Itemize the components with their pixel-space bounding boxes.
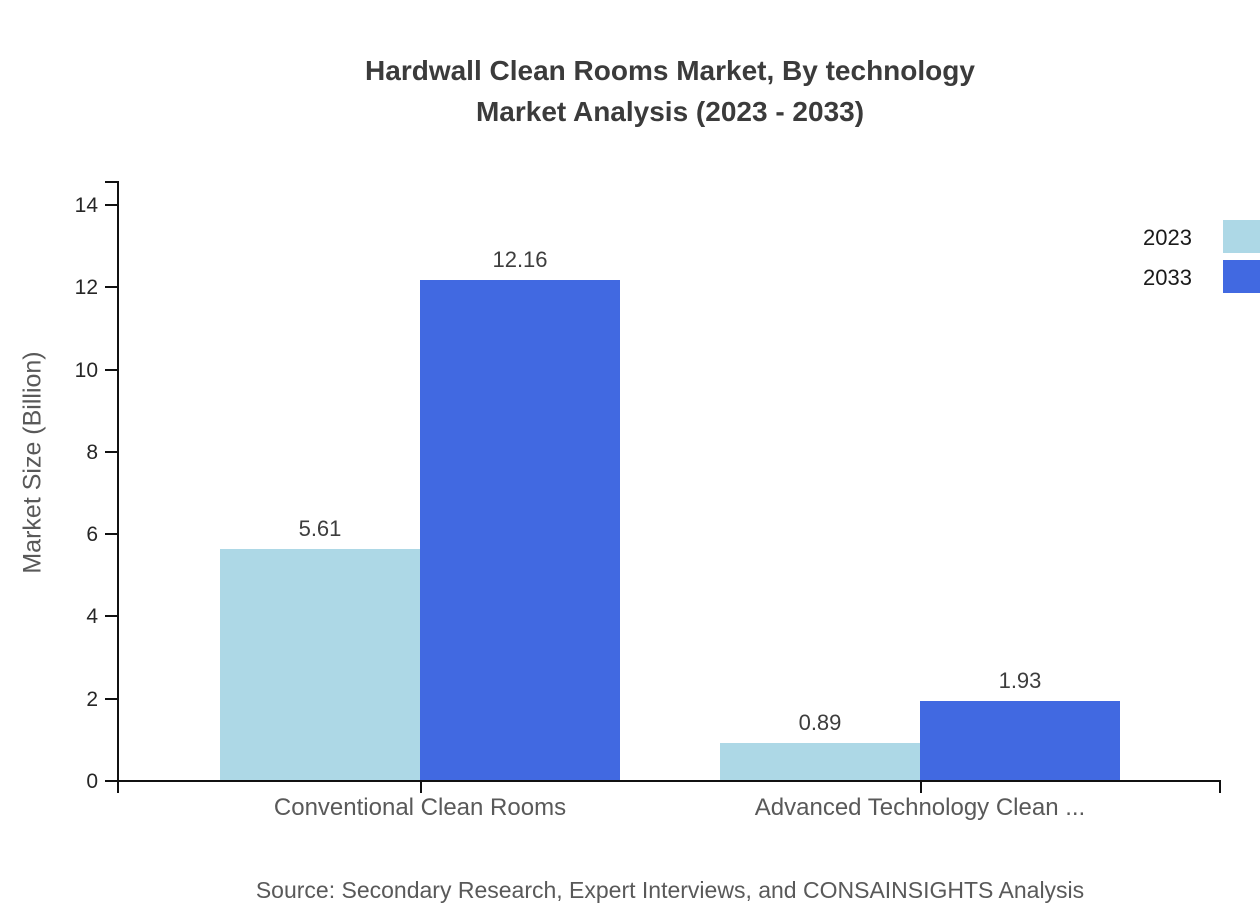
y-tick-label: 8	[86, 440, 98, 464]
y-axis-title: Market Size (Billion)	[18, 351, 47, 574]
legend-item-2033: 2033	[1072, 260, 1260, 294]
chart-title: Hardwall Clean Rooms Market, By technolo…	[0, 50, 1260, 132]
y-tick-label: 10	[74, 358, 98, 382]
y-tick-mark	[105, 286, 118, 289]
y-tick-label: 14	[74, 194, 98, 218]
legend-label: 2033	[1143, 265, 1192, 290]
y-tick-mark	[105, 450, 118, 453]
bar-2033-0	[420, 279, 620, 780]
legend-swatch	[1223, 260, 1260, 293]
y-axis-top-cap	[105, 181, 118, 183]
y-tick-mark	[105, 533, 118, 536]
y-tick-label: 12	[74, 276, 98, 300]
y-tick-mark	[105, 204, 118, 207]
legend-item-2023: 2023	[1072, 220, 1260, 254]
bar-2023-1	[720, 743, 920, 780]
y-tick-label: 6	[86, 523, 98, 547]
category-label: Conventional Clean Rooms	[273, 794, 567, 821]
bar-value-label: 1.93	[998, 667, 1042, 693]
category-label: Advanced Technology Clean ...	[754, 794, 1086, 821]
legend-label: 2023	[1143, 225, 1192, 250]
y-tick-mark	[105, 615, 118, 618]
x-tick-mark	[920, 781, 922, 793]
y-tick-label: 0	[86, 770, 98, 793]
bar-value-label: 0.89	[798, 710, 842, 736]
x-tick-mark	[117, 781, 119, 793]
x-tick-mark	[420, 781, 422, 793]
source-note: Source: Secondary Research, Expert Inter…	[255, 877, 1085, 903]
bar-2033-1	[920, 700, 1120, 780]
y-axis-spine	[117, 181, 119, 793]
y-tick-label: 2	[86, 687, 98, 711]
bar-value-label: 5.61	[298, 516, 342, 542]
bar-2023-0	[220, 549, 420, 780]
y-tick-mark	[105, 368, 118, 371]
x-axis-spine	[117, 780, 1221, 782]
y-tick-label: 4	[86, 605, 98, 629]
bar-value-label: 12.16	[492, 246, 548, 272]
x-tick-mark	[1219, 781, 1221, 793]
chart-title-line1: Hardwall Clean Rooms Market, By technolo…	[365, 55, 975, 86]
y-tick-mark	[105, 780, 118, 782]
y-tick-mark	[105, 697, 118, 700]
legend-swatch	[1223, 220, 1260, 253]
chart-title-line2: Market Analysis (2023 - 2033)	[475, 96, 865, 127]
